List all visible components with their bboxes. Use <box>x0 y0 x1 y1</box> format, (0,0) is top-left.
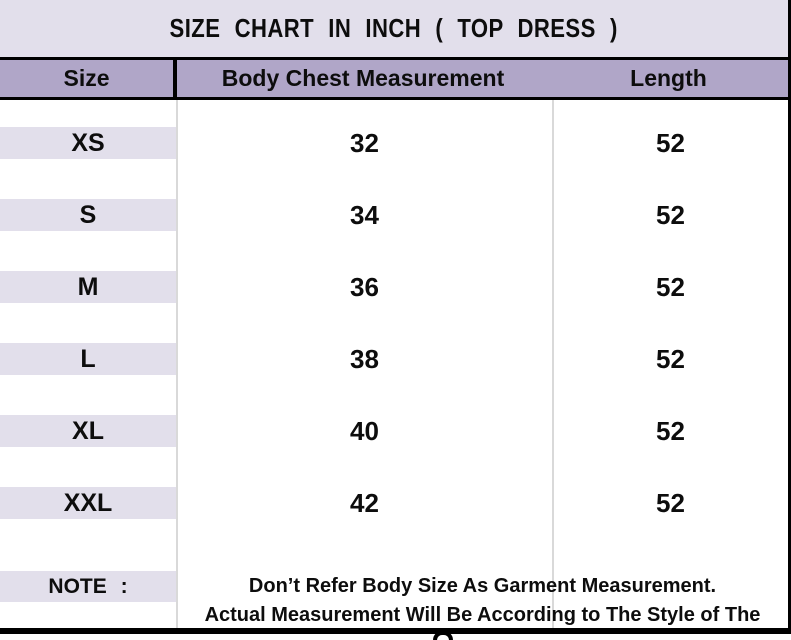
length-value: 52 <box>656 271 685 302</box>
length-value: 52 <box>656 199 685 230</box>
header-cell-size: Size <box>0 60 177 97</box>
chest-value: 36 <box>350 271 379 302</box>
table-row: M 36 52 <box>0 271 788 303</box>
table-row: XS 32 52 <box>0 127 788 159</box>
note-text-line2: Actual Measurement Will Be According to … <box>204 603 761 626</box>
table-row: L 38 52 <box>0 343 788 375</box>
size-cell: M <box>0 271 176 303</box>
size-cell: XXL <box>0 487 176 519</box>
size-cell: S <box>0 199 176 231</box>
column-gridline-1 <box>176 100 178 628</box>
header-cell-chest: Body Chest Measurement <box>177 60 549 97</box>
table-row: S 34 52 <box>0 199 788 231</box>
note-text-line1: Don’t Refer Body Size As Garment Measure… <box>248 575 717 597</box>
table-right-border <box>788 0 791 634</box>
chart-title-band: SIZE CHART IN INCH ( TOP DRESS ) <box>0 0 788 60</box>
size-cell: XS <box>0 127 176 159</box>
table-header-row: Size Body Chest Measurement Length <box>0 60 788 100</box>
chest-value: 32 <box>350 127 379 158</box>
header-cell-length: Length <box>549 60 788 97</box>
chart-title: SIZE CHART IN INCH ( TOP DRESS ) <box>169 13 619 43</box>
length-value: 52 <box>656 127 685 158</box>
table-row: XL 40 52 <box>0 415 788 447</box>
size-cell: XL <box>0 415 176 447</box>
cutoff-text-fragment <box>433 631 453 640</box>
chest-value: 40 <box>350 415 379 446</box>
chest-value: 34 <box>350 199 379 230</box>
header-chest-label: Body Chest Measurement <box>221 65 505 91</box>
chest-value: 38 <box>350 343 379 374</box>
length-value: 52 <box>656 343 685 374</box>
column-gridline-2 <box>552 100 554 628</box>
header-length-label: Length <box>630 65 707 91</box>
length-value: 52 <box>656 415 685 446</box>
table-bottom-border <box>0 628 791 634</box>
size-cell: L <box>0 343 176 375</box>
note-row: NOTE : <box>0 571 788 602</box>
header-size-label: Size <box>63 65 110 91</box>
length-value: 52 <box>656 487 685 518</box>
chest-value: 42 <box>350 487 379 518</box>
table-row: XXL 42 52 <box>0 487 788 519</box>
note-label: NOTE : <box>0 571 176 602</box>
